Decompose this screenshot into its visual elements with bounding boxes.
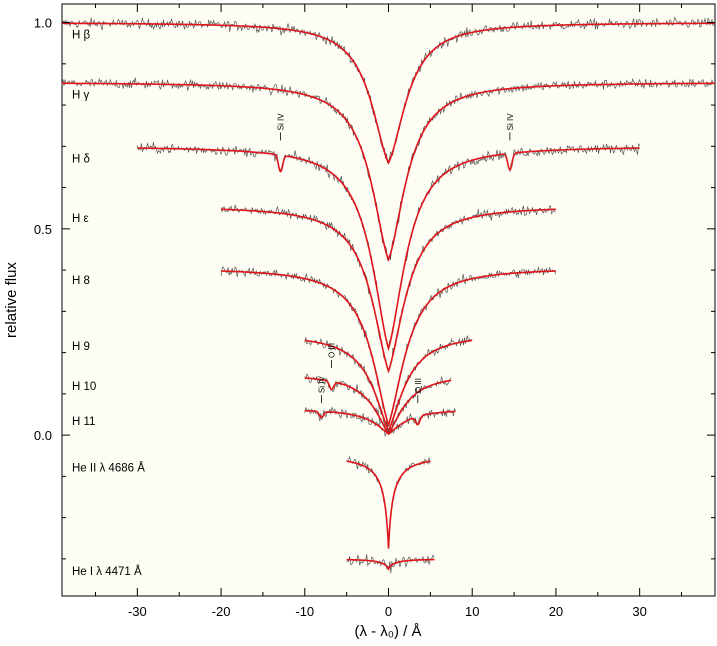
series-label: H δ	[72, 153, 90, 165]
series-label: H ε	[72, 213, 89, 225]
spectrum: He II λ 4686 Å	[72, 455, 431, 549]
line-annotation: O III	[328, 343, 337, 358]
model-spectrum-line	[304, 339, 473, 434]
series-label: He II λ 4686 Å	[72, 462, 145, 475]
plot-area	[61, 3, 716, 597]
spectrum: H 11 Si IV O III	[72, 376, 456, 438]
y-tick-label: 1.0	[34, 16, 52, 31]
series-label: H 8	[72, 275, 90, 287]
axis-ticks: -30 -20 -10 0 10 20 30 0.0 0.5 1.0	[34, 4, 715, 619]
x-tick-label: -20	[212, 604, 231, 619]
series-label: He I λ 4471 Å	[72, 565, 142, 578]
spectrum: H β	[61, 16, 716, 165]
model-spectrum-line	[346, 460, 431, 549]
x-tick-label: -10	[295, 604, 314, 619]
spectrum: He I λ 4471 Å	[72, 554, 435, 578]
series-label: H 11	[72, 416, 95, 428]
line-annotation: Si IV	[318, 376, 327, 394]
x-tick-label: 0	[385, 604, 392, 619]
series-label: H γ	[72, 89, 90, 101]
model-spectrum-line	[221, 270, 556, 428]
spectrum: H δ Si IV Si IV	[72, 113, 640, 352]
x-axis-label: (λ - λ₀) / Å	[354, 623, 421, 640]
series-label: H β	[72, 30, 91, 42]
model-spectrum-line	[221, 208, 556, 374]
line-annotation: O III	[414, 378, 423, 393]
series-label: H 10	[72, 381, 96, 393]
x-tick-label: 10	[465, 604, 479, 619]
spectrum: H γ	[61, 77, 716, 263]
model-spectrum-line	[304, 377, 452, 436]
y-tick-label: 0.0	[34, 428, 52, 443]
x-tick-label: 30	[632, 604, 646, 619]
y-axis-label: relative flux	[3, 262, 20, 338]
x-tick-label: 20	[549, 604, 563, 619]
model-spectrum-line	[62, 82, 715, 263]
spectrum: H 8	[72, 266, 556, 428]
line-annotation: Si IV	[506, 113, 515, 131]
spectrum: H ε	[72, 204, 556, 374]
series-label: H 9	[72, 341, 90, 353]
model-spectrum-line	[137, 147, 640, 352]
model-spectrum-line	[304, 409, 456, 435]
model-spectrum-line	[346, 558, 435, 571]
spectrum: H 10 O III	[72, 343, 452, 436]
y-tick-label: 0.5	[34, 222, 52, 237]
x-tick-label: -30	[128, 604, 147, 619]
line-annotation: Si IV	[277, 113, 286, 131]
model-spectrum-line	[62, 22, 715, 165]
